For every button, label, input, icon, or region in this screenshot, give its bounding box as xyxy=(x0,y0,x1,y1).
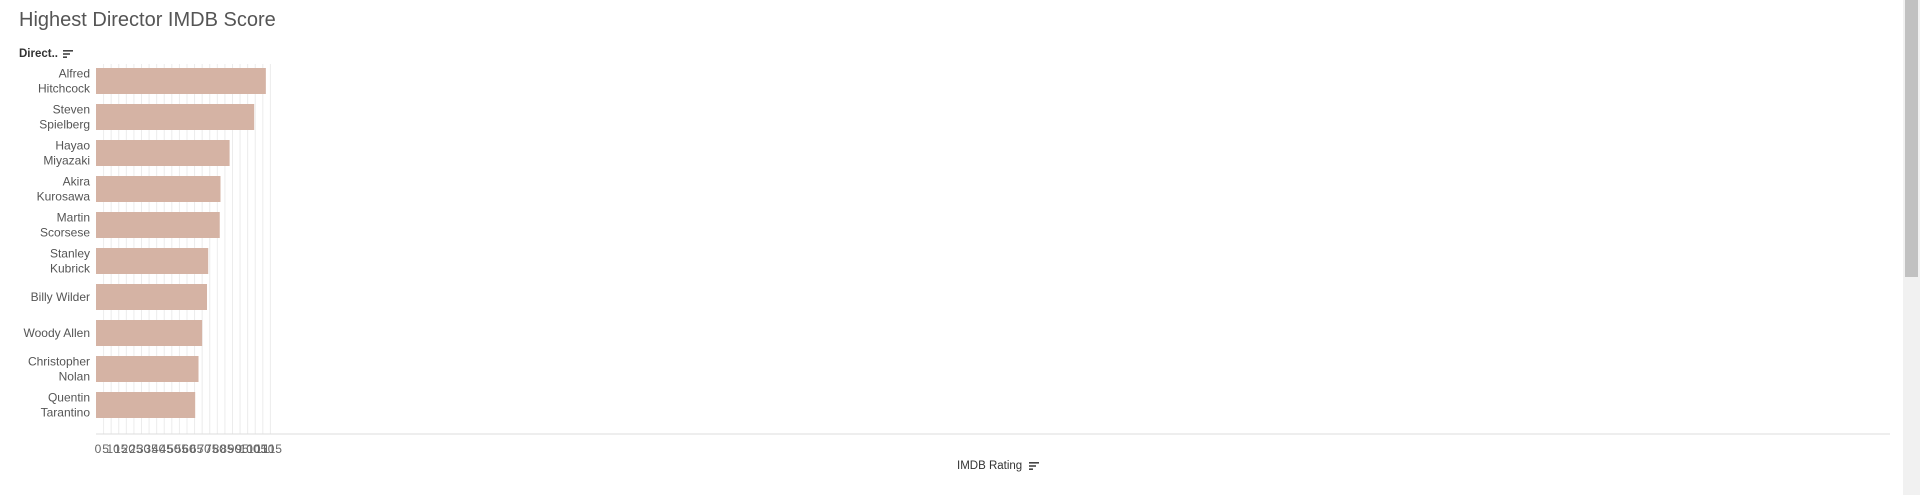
category-label: Alfred Hitchcock xyxy=(38,67,91,96)
x-tick-label: 15 xyxy=(114,442,128,456)
x-tick-label: 25 xyxy=(129,442,143,456)
category-label-line: Hitchcock xyxy=(38,82,91,96)
bar[interactable] xyxy=(96,212,220,238)
category-label-line: Akira xyxy=(63,175,91,189)
bar[interactable] xyxy=(96,284,208,310)
x-tick-label: 60 xyxy=(182,442,196,456)
x-axis-label: IMDB Rating xyxy=(957,460,1023,472)
sort-descending-icon[interactable] xyxy=(62,49,74,59)
category-label: Woody Allen xyxy=(24,326,91,340)
category-label-line: Spielberg xyxy=(39,118,90,132)
bar[interactable] xyxy=(96,356,199,382)
category-label-line: Miyazaki xyxy=(43,154,90,168)
category-label: Hayao Miyazaki xyxy=(43,139,90,168)
bar[interactable] xyxy=(96,248,209,274)
x-tick-label: 75 xyxy=(205,442,219,456)
x-tick-label: 50 xyxy=(167,442,181,456)
category-label-line: Stanley xyxy=(50,247,90,261)
category-label: Akira Kurosawa xyxy=(37,175,91,204)
category-label-line: Christopher xyxy=(28,355,90,369)
category-label-line: Quentin xyxy=(48,391,90,405)
x-tick-label: 70 xyxy=(197,442,211,456)
x-tick-label: 30 xyxy=(137,442,151,456)
sort-descending-icon[interactable] xyxy=(1028,461,1040,471)
category-label: Quentin Tarantino xyxy=(41,391,91,420)
bar[interactable] xyxy=(96,320,203,346)
x-tick-label: 5 xyxy=(102,442,109,456)
category-label-line: Tarantino xyxy=(41,406,91,420)
x-tick-label: 100 xyxy=(240,442,260,456)
chart-title: Highest Director IMDB Score xyxy=(19,9,276,31)
category-label-line: Woody Allen xyxy=(24,326,91,340)
x-tick-label: 110 xyxy=(255,442,274,456)
category-label-line: Nolan xyxy=(59,370,90,384)
category-label: Stanley Kubrick xyxy=(50,247,91,276)
x-tick-label: 35 xyxy=(144,442,158,456)
bar[interactable] xyxy=(96,140,230,166)
bar[interactable] xyxy=(96,104,255,130)
bar[interactable] xyxy=(96,392,196,418)
x-tick-label: 90 xyxy=(228,442,242,456)
category-label: Steven Spielberg xyxy=(39,103,90,132)
x-tick-label: 105 xyxy=(247,442,267,456)
x-tick-label: 10 xyxy=(106,442,120,456)
x-tick-label: 80 xyxy=(213,442,227,456)
category-label: Martin Scorsese xyxy=(40,211,90,240)
bar[interactable] xyxy=(96,176,221,202)
category-label-line: Billy Wilder xyxy=(31,290,90,304)
x-axis-title[interactable]: IMDB Rating xyxy=(957,460,1040,472)
category-label-line: Alfred xyxy=(59,67,90,81)
x-tick-label: 55 xyxy=(175,442,189,456)
scrollbar-thumb[interactable] xyxy=(1905,0,1918,277)
x-tick-label: 95 xyxy=(235,442,249,456)
category-label: Billy Wilder xyxy=(31,290,90,304)
category-label-line: Kurosawa xyxy=(37,190,91,204)
x-tick-label: 45 xyxy=(160,442,174,456)
x-tick-label: 20 xyxy=(122,442,136,456)
x-tick-label: 85 xyxy=(220,442,234,456)
category-label-line: Steven xyxy=(53,103,90,117)
bar[interactable] xyxy=(96,68,266,94)
category-label: Christopher Nolan xyxy=(28,355,90,384)
x-tick-label: 40 xyxy=(152,442,166,456)
category-label-line: Kubrick xyxy=(50,262,91,276)
category-label-line: Hayao xyxy=(55,139,90,153)
x-tick-label: 115 xyxy=(263,442,282,456)
row-field-label: Direct.. xyxy=(19,48,58,60)
x-tick-label: 65 xyxy=(190,442,204,456)
x-tick-label: 0 xyxy=(95,442,102,456)
row-field-header[interactable]: Direct.. xyxy=(19,48,74,60)
category-label-line: Scorsese xyxy=(40,226,90,240)
category-label-line: Martin xyxy=(57,211,90,225)
